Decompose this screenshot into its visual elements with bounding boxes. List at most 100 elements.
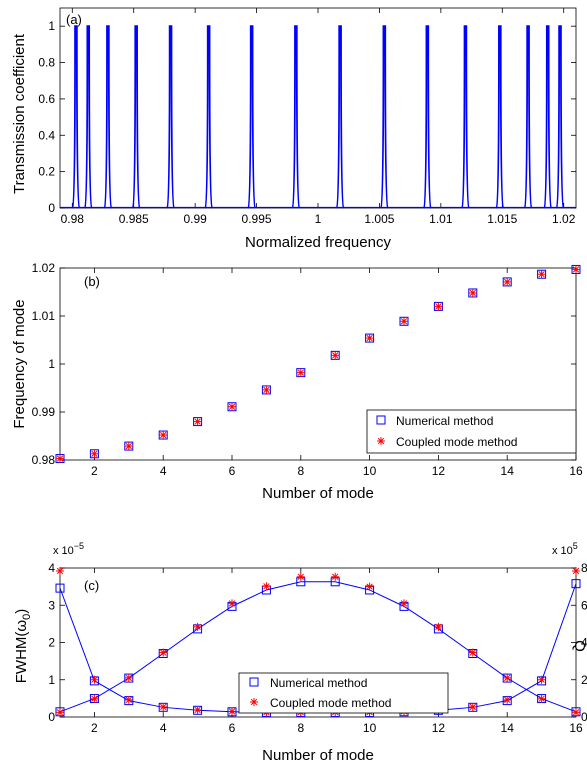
x-tick-label: 0.98 (61, 212, 85, 226)
x-tick-label: 1.015 (487, 212, 517, 226)
x-tick-label: 16 (569, 721, 583, 735)
coupled-mode-point (572, 265, 580, 274)
x-tick-label: 16 (569, 464, 583, 478)
legend-asterisk-marker (250, 698, 258, 706)
panel-a-xlabel: Normalized frequency (245, 234, 391, 251)
x-tick-label: 14 (501, 721, 515, 735)
left-y-tick-label: 2 (48, 636, 55, 650)
coupled-mode-point (193, 417, 202, 426)
coupled-mode-point (159, 431, 168, 440)
fwhm-coupled-mode-point (537, 675, 546, 684)
y-tick-label: 1 (48, 19, 55, 33)
right-y-tick-label: 0 (581, 710, 587, 724)
legend-box (238, 672, 449, 714)
panel-a-ylabel: Transmission coefficient (11, 33, 28, 194)
x-tick-label: 6 (229, 464, 236, 478)
q-coupled-mode-point (468, 648, 477, 657)
legend-square-marker (249, 677, 259, 687)
x-tick-label: 12 (432, 721, 446, 735)
transmission-peak (495, 25, 505, 209)
transmission-peak (523, 25, 533, 209)
q-coupled-mode-point (296, 572, 305, 581)
q-coupled-mode-point (262, 582, 271, 591)
coupled-mode-point (468, 288, 477, 297)
x-tick-label: 4 (160, 721, 167, 735)
y-tick-label: 0.99 (32, 405, 56, 419)
y-tick-label: 0.8 (38, 56, 55, 70)
fwhm-coupled-mode-point (90, 675, 99, 684)
right-y-tick-label: 4 (581, 636, 587, 650)
legend-asterisk (377, 437, 385, 445)
fwhm-coupled-mode-point (193, 705, 202, 714)
coupled-mode-point (228, 402, 236, 411)
panel-c-tag: (c) (84, 578, 99, 593)
x-tick-label: 0.99 (183, 212, 207, 226)
x-tick-label: 0.985 (119, 212, 149, 226)
coupled-mode-point (434, 302, 443, 311)
panel-a-tag: (a) (66, 12, 82, 27)
x-tick-label: 14 (501, 464, 515, 478)
panel-c-right-ylabel: Q (571, 640, 587, 652)
fwhm-coupled-mode-point (228, 707, 236, 716)
y-tick-label: 0.4 (38, 128, 55, 142)
q-coupled-mode-point (193, 622, 202, 631)
q-coupled-mode-point (503, 673, 512, 682)
legend-label-numerical: Numerical method (396, 414, 493, 428)
q-coupled-mode-point (56, 708, 64, 717)
x-tick-label: 4 (160, 464, 167, 478)
panel-c-left-ylabel: FWHM(ω0) (13, 609, 33, 683)
x-tick-label: 10 (363, 464, 377, 478)
panel-b-legend: Numerical method Coupled mode method (366, 409, 577, 454)
y-tick-label: 0.98 (32, 453, 56, 467)
left-y-tick-label: 1 (48, 673, 55, 687)
x-tick-label: 2 (91, 721, 98, 735)
x-tick-label: 1.01 (429, 212, 453, 226)
panel-b-tag: (b) (84, 274, 100, 289)
coupled-mode-point (537, 270, 546, 279)
legend-label-numerical: Numerical method (270, 676, 367, 690)
coupled-mode-point (262, 385, 271, 394)
q-coupled-mode-point (159, 648, 168, 657)
q-coupled-mode-point (572, 708, 580, 717)
transmission-peak (543, 25, 553, 209)
x-tick-label: 1.005 (364, 212, 394, 226)
left-y-tick-label: 3 (48, 598, 55, 612)
coupled-mode-point (503, 277, 512, 286)
coupled-mode-point (296, 368, 305, 377)
x-tick-label: 12 (432, 464, 446, 478)
left-y-tick-label: 0 (48, 710, 55, 724)
q-curve (59, 581, 577, 713)
q-coupled-mode-point (434, 622, 443, 631)
coupled-mode-point (400, 317, 408, 326)
legend-label-coupled: Coupled mode method (270, 696, 391, 710)
transmission-peak (335, 25, 345, 209)
coupled-mode-point (56, 454, 64, 463)
x-tick-label: 10 (363, 721, 377, 735)
y-tick-label: 0.6 (38, 92, 55, 106)
panel-c-fwhm-q: FWHM(ω0) Q Number of mode x 10−5 x 105 2… (13, 541, 587, 764)
y-tick-label: 1.02 (32, 261, 56, 275)
transmission-peak (461, 25, 470, 209)
coupled-mode-point (331, 351, 340, 360)
x-tick-label: 1.02 (552, 212, 576, 226)
panel-b-xlabel: Number of mode (262, 485, 374, 502)
x-tick-label: 8 (297, 464, 304, 478)
q-coupled-mode-point (400, 599, 408, 608)
x-tick-label: 6 (229, 721, 236, 735)
y-tick-label: 1 (48, 357, 55, 371)
panel-a-transmission: Transmission coefficient Normalized freq… (11, 7, 577, 251)
fwhm-numerical-point (571, 579, 581, 589)
coupled-mode-point (90, 449, 99, 458)
transmission-peak (247, 25, 257, 209)
y-tick-label: 0 (48, 201, 55, 215)
panel-b-mode-frequency: Frequency of mode Number of mode 2 4 6 8 10 1… (11, 261, 583, 502)
right-y-tick-label: 8 (581, 561, 587, 575)
transmission-peak (131, 25, 141, 209)
q-coupled-mode-point (365, 582, 374, 591)
transmission-peak (103, 25, 113, 209)
transmission-peak (83, 25, 93, 209)
right-y-tick-label: 2 (581, 673, 587, 687)
q-coupled-mode-point (124, 673, 133, 682)
y-tick-label: 1.01 (32, 309, 56, 323)
